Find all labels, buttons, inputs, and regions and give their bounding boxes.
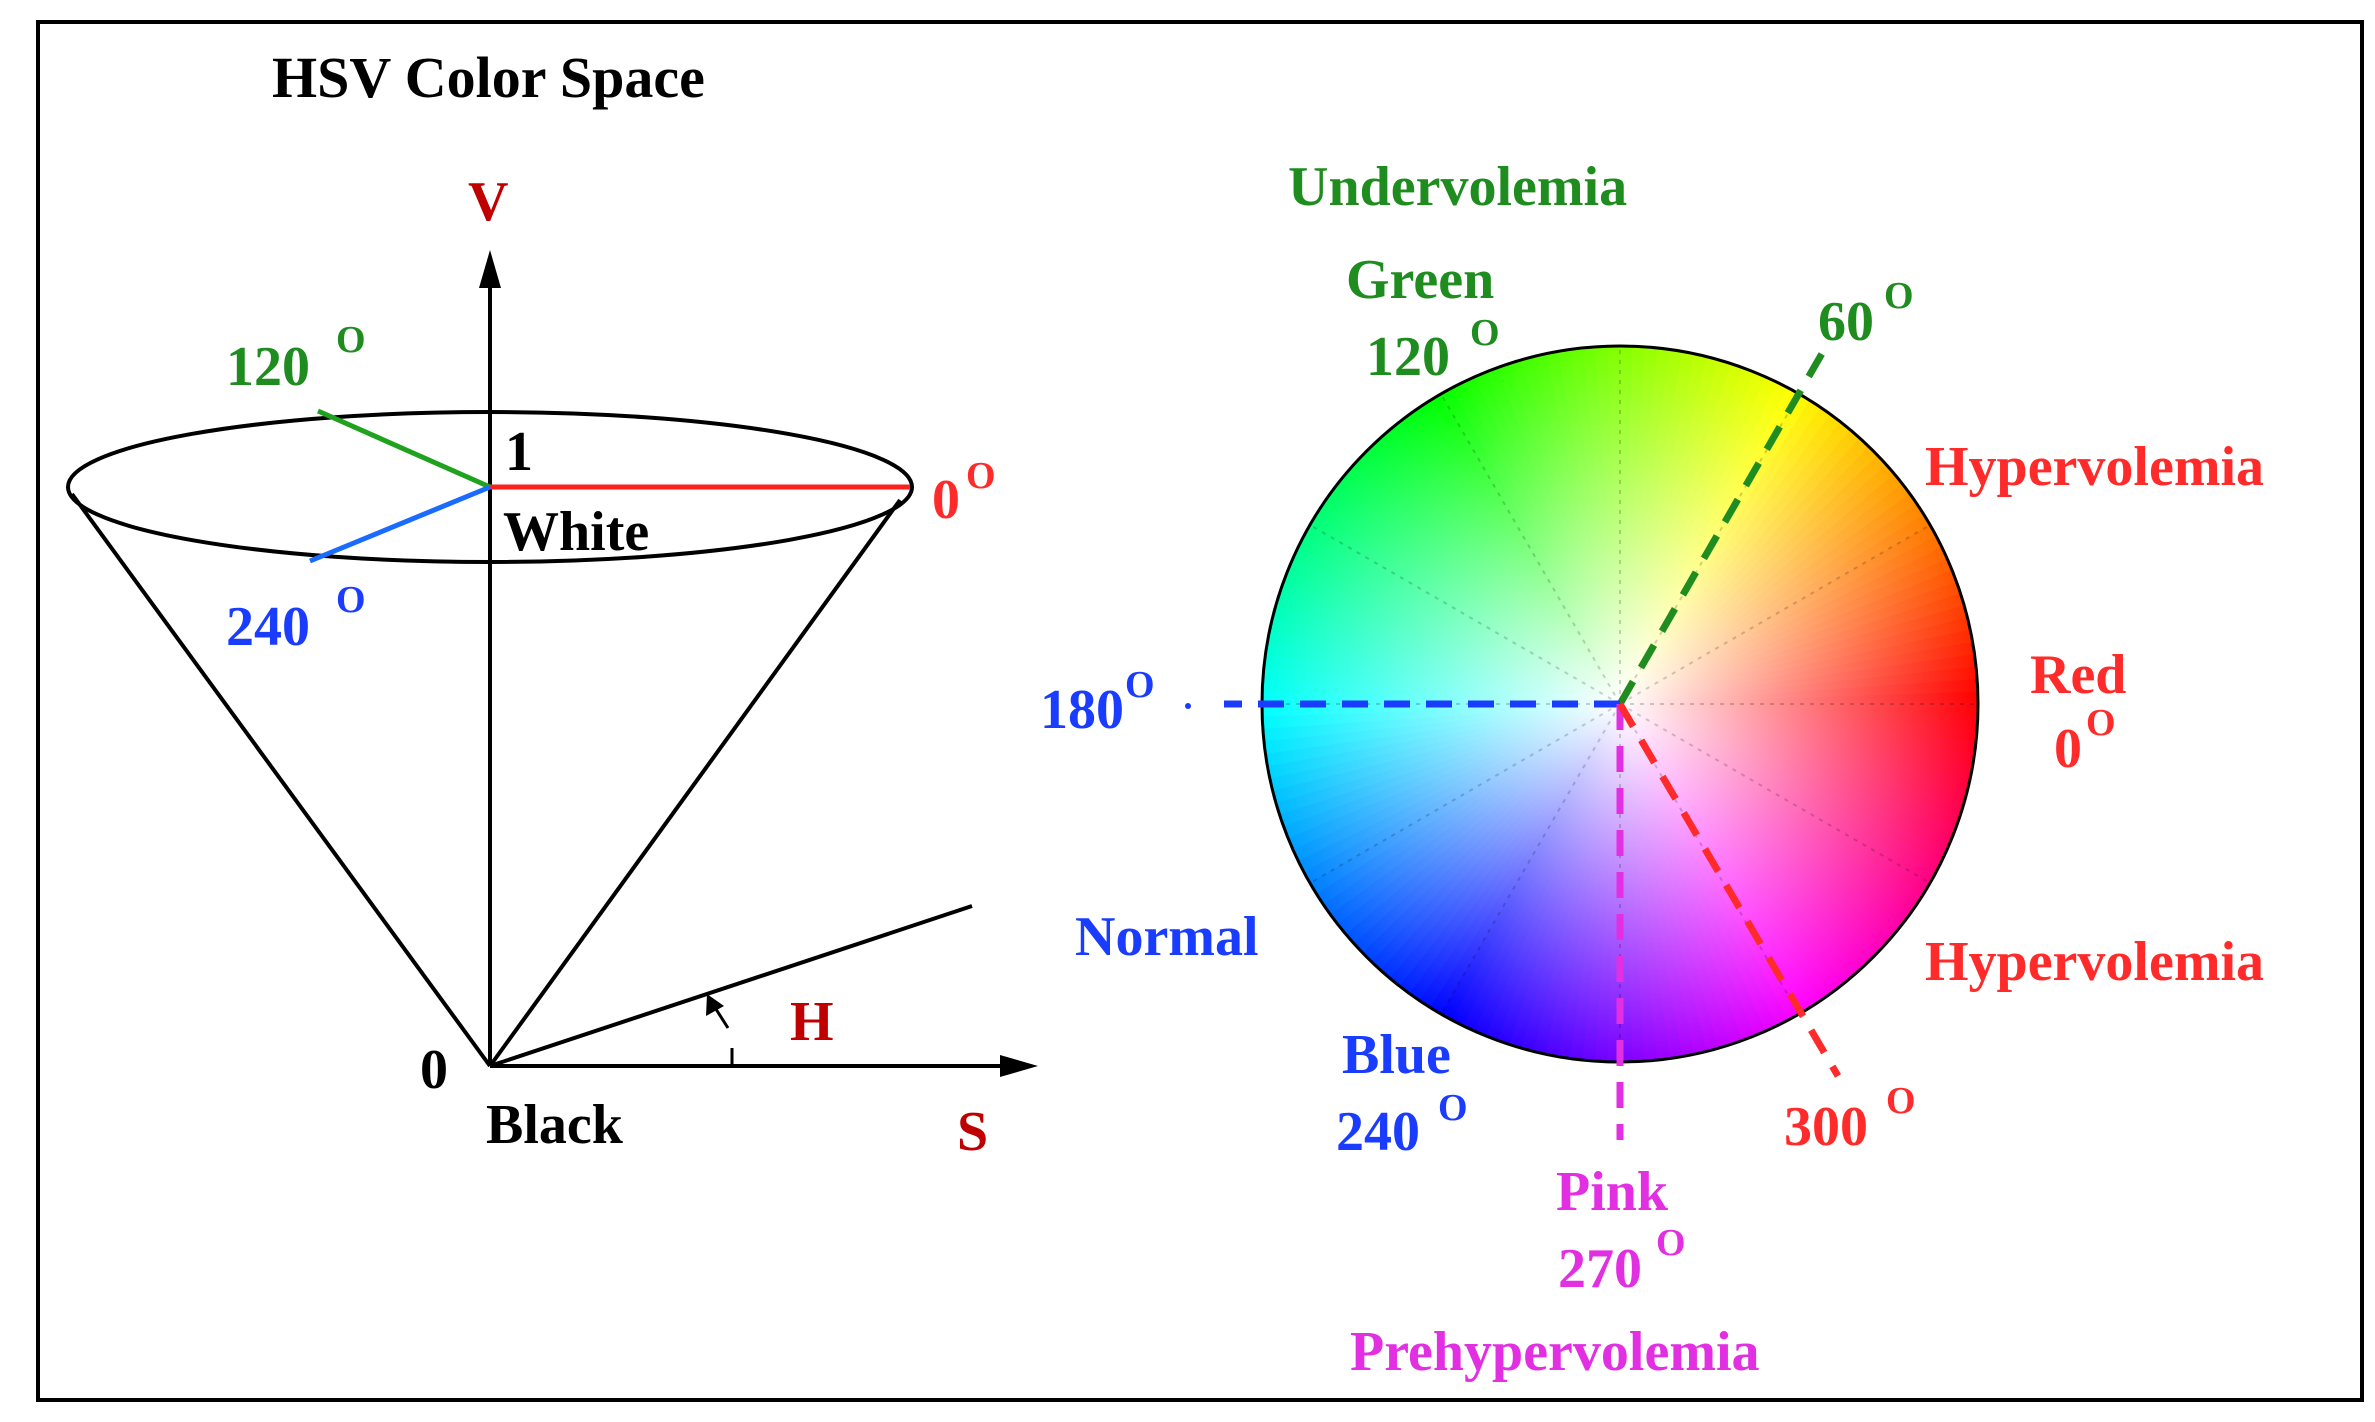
pink-deg-symbol: O bbox=[1656, 1222, 1686, 1264]
normal-label: Normal bbox=[1075, 906, 1259, 968]
deg-300-symbol: O bbox=[1886, 1080, 1916, 1122]
hue-wheel-diagram: Undervolemia Green 120 O 60 O Hypervolem… bbox=[1040, 156, 2264, 1383]
s-axis-arrowhead bbox=[1000, 1055, 1038, 1077]
top-value-label: 1 bbox=[505, 421, 533, 483]
deg-300-label: 300 bbox=[1784, 1096, 1868, 1158]
deg-180-dot bbox=[1185, 703, 1191, 709]
s-axis-label: S bbox=[957, 1101, 988, 1163]
cone-left-edge bbox=[70, 492, 492, 1068]
deg-60-label: 60 bbox=[1818, 291, 1874, 353]
prehypervolemia-label: Prehypervolemia bbox=[1350, 1321, 1760, 1383]
pink-name-label: Pink bbox=[1556, 1161, 1669, 1223]
deg-120-symbol: O bbox=[336, 319, 366, 361]
green-deg-symbol: O bbox=[1470, 312, 1500, 354]
v-axis-label: V bbox=[468, 171, 508, 233]
diagram-title: HSV Color Space bbox=[272, 45, 705, 110]
hue-arrow-head bbox=[706, 994, 724, 1016]
red-deg-symbol: O bbox=[2086, 702, 2116, 744]
spoke-120-green bbox=[316, 408, 492, 490]
deg-0-symbol: O bbox=[966, 455, 996, 497]
deg-0-label: 0 bbox=[932, 469, 960, 531]
deg-240-label: 240 bbox=[226, 596, 310, 658]
blue-name-label: Blue bbox=[1342, 1024, 1451, 1086]
dash-300-red bbox=[1616, 702, 1842, 1078]
white-label: White bbox=[503, 501, 649, 563]
hue-label: H bbox=[790, 991, 834, 1053]
blue-deg-label: 240 bbox=[1336, 1101, 1420, 1163]
pink-deg-label: 270 bbox=[1558, 1238, 1642, 1300]
hue-ray bbox=[489, 904, 973, 1068]
black-label: Black bbox=[486, 1094, 624, 1156]
deg-240-symbol: O bbox=[336, 579, 366, 621]
spoke-240-blue bbox=[309, 484, 491, 564]
hypervolemia-bottom-label: Hypervolemia bbox=[1925, 931, 2264, 993]
green-name-label: Green bbox=[1346, 249, 1494, 311]
outer-frame bbox=[36, 20, 2364, 1402]
red-deg-label: 0 bbox=[2054, 718, 2082, 780]
hsv-cone-diagram: HSV Color Space V 120 O 1 White 0 O 240 … bbox=[66, 45, 1038, 1163]
cone-right-edge bbox=[488, 498, 902, 1068]
undervolemia-label: Undervolemia bbox=[1288, 156, 1627, 218]
deg-60-symbol: O bbox=[1884, 275, 1914, 317]
bottom-value-label: 0 bbox=[420, 1039, 448, 1101]
dash-60-green bbox=[1616, 348, 1828, 706]
hypervolemia-top-label: Hypervolemia bbox=[1925, 436, 2264, 498]
deg-120-label: 120 bbox=[226, 336, 310, 398]
blue-deg-symbol: O bbox=[1438, 1087, 1468, 1129]
v-axis-arrowhead bbox=[479, 250, 501, 288]
deg-180-label: 180 bbox=[1040, 679, 1124, 741]
green-deg-label: 120 bbox=[1366, 326, 1450, 388]
deg-180-symbol: O bbox=[1125, 664, 1155, 706]
red-name-label: Red bbox=[2030, 644, 2126, 706]
